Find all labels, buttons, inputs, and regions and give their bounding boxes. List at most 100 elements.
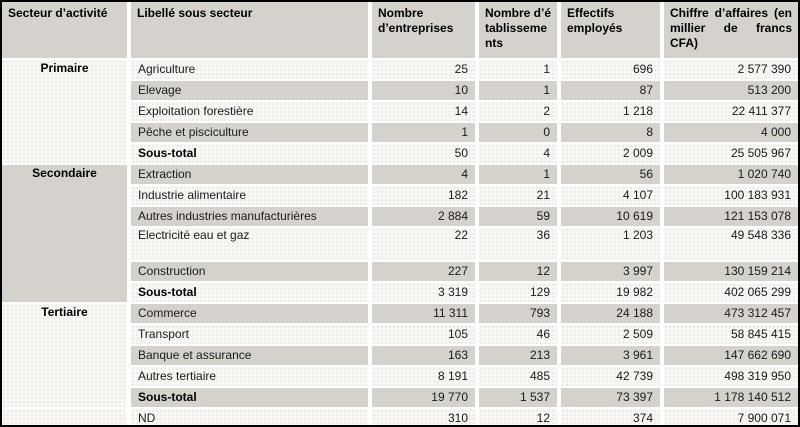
cell-entreprises: 14 [372,102,479,123]
table-row: Autres industries manufacturières 2 884 … [2,207,798,228]
cell-effectifs: 19 982 [561,283,664,304]
cell-effectifs: 2 009 [561,144,664,165]
cell-effectifs: 1 218 [561,102,664,123]
cell-entreprises: 25 [372,60,479,81]
cell-effectifs: 4 107 [561,186,664,207]
table-row: Pêche et pisciculture 1 0 8 4 000 [2,123,798,144]
cell-etablissements: 1 [479,165,561,186]
subsector-label: Industrie alimentaire [131,186,372,207]
cell-effectifs: 10 619 [561,207,664,228]
cell-etablissements: 2 [479,102,561,123]
cell-chiffre: 4 000 [664,123,798,144]
cell-effectifs: 42 739 [561,367,664,388]
cell-entreprises: 50 [372,144,479,165]
subsector-label: Agriculture [131,60,372,81]
table-row: Tertiaire Commerce 11 311 793 24 188 473… [2,304,798,409]
subsector-label: Commerce [131,304,372,325]
col-header-chiffre-affaires: Chiffre d’affaires (en millier de francs… [664,2,798,60]
table-row: Banque et assurance 163 213 3 961 147 66… [2,346,798,367]
cell-chiffre: 100 183 931 [664,186,798,207]
cell-etablissements: 213 [479,346,561,367]
cell-chiffre: 121 153 078 [664,207,798,228]
cell-etablissements: 1 [479,81,561,102]
table-row: Electricité eau et gaz 22 36 1 203 49 54… [2,228,798,262]
section-cell-secondaire: Secondaire [2,165,131,304]
cell-effectifs: 87 [561,81,664,102]
subsector-label: Construction [131,262,372,283]
table-row: Secondaire Extraction 4 1 56 1 020 740 [2,165,798,304]
table-row: Industrie alimentaire 182 21 4 107 100 1… [2,186,798,207]
cell-etablissements: 59 [479,207,561,228]
cell-etablissements: 12 [479,262,561,283]
table-row: Exploitation forestière 14 2 1 218 22 41… [2,102,798,123]
table-row: Construction 227 12 3 997 130 159 214 [2,262,798,283]
cell-chiffre: 130 159 214 [664,262,798,283]
cell-entreprises: 3 319 [372,283,479,304]
cell-effectifs: 374 [561,409,664,425]
cell-entreprises: 182 [372,186,479,207]
subsector-label: Elevage [131,81,372,102]
table-row: Autres tertiaire 8 191 485 42 739 498 31… [2,367,798,388]
cell-entreprises: 1 [372,123,479,144]
subsector-label: Pêche et pisciculture [131,123,372,144]
cell-entreprises: 19 770 [372,388,479,409]
subtotal-row-tertiaire: Sous-total 19 770 1 537 73 397 1 178 140… [2,388,798,409]
col-header-secteur: Secteur d’activité [2,2,131,60]
nd-row: ND 310 12 374 7 900 071 [2,409,798,425]
table-row: Elevage 10 1 87 513 200 [2,81,798,102]
cell-chiffre: 402 065 299 [664,283,798,304]
cell-etablissements: 1 [479,60,561,81]
subsector-label: Autres tertiaire [131,367,372,388]
cell-etablissements: 12 [479,409,561,425]
subsector-label: Transport [131,325,372,346]
subtotal-label: Sous-total [131,144,372,165]
cell-chiffre: 25 505 967 [664,144,798,165]
cell-entreprises: 105 [372,325,479,346]
table-row: Transport 105 46 2 509 58 845 415 [2,325,798,346]
cell-etablissements: 21 [479,186,561,207]
cell-chiffre: 147 662 690 [664,346,798,367]
subtotal-label: Sous-total [131,283,372,304]
subsector-label: Electricité eau et gaz [131,228,372,262]
subtotal-row-primaire: Sous-total 50 4 2 009 25 505 967 [2,144,798,165]
section-cell-tertiaire: Tertiaire [2,304,131,409]
cell-etablissements: 4 [479,144,561,165]
cell-chiffre: 513 200 [664,81,798,102]
subsector-label: Banque et assurance [131,346,372,367]
header-row: Secteur d’activité Libellé sous secteur … [2,2,798,60]
cell-etablissements: 485 [479,367,561,388]
cell-effectifs: 1 203 [561,228,664,262]
cell-etablissements: 46 [479,325,561,346]
cell-etablissements: 1 537 [479,388,561,409]
cell-effectifs: 8 [561,123,664,144]
cell-chiffre: 22 411 377 [664,102,798,123]
cell-chiffre: 2 577 390 [664,60,798,81]
cell-etablissements: 36 [479,228,561,262]
subtotal-row-secondaire: Sous-total 3 319 129 19 982 402 065 299 [2,283,798,304]
section-cell-primaire: Primaire [2,60,131,165]
cell-entreprises: 11 311 [372,304,479,325]
section-cell-empty [2,409,131,425]
cell-chiffre: 1 178 140 512 [664,388,798,409]
cell-chiffre: 58 845 415 [664,325,798,346]
cell-entreprises: 2 884 [372,207,479,228]
cell-etablissements: 129 [479,283,561,304]
cell-entreprises: 8 191 [372,367,479,388]
subsector-label: ND [131,409,372,425]
cell-chiffre: 49 548 336 [664,228,798,262]
cell-effectifs: 24 188 [561,304,664,325]
cell-entreprises: 310 [372,409,479,425]
cell-chiffre: 1 020 740 [664,165,798,186]
cell-effectifs: 3 961 [561,346,664,367]
cell-effectifs: 56 [561,165,664,186]
cell-effectifs: 696 [561,60,664,81]
table-row: Primaire Agriculture 25 1 696 2 577 390 [2,60,798,165]
cell-entreprises: 10 [372,81,479,102]
cell-etablissements: 793 [479,304,561,325]
col-header-etablissements: Nombre d’établissements [479,2,561,60]
cell-entreprises: 4 [372,165,479,186]
cell-effectifs: 73 397 [561,388,664,409]
cell-chiffre: 7 900 071 [664,409,798,425]
